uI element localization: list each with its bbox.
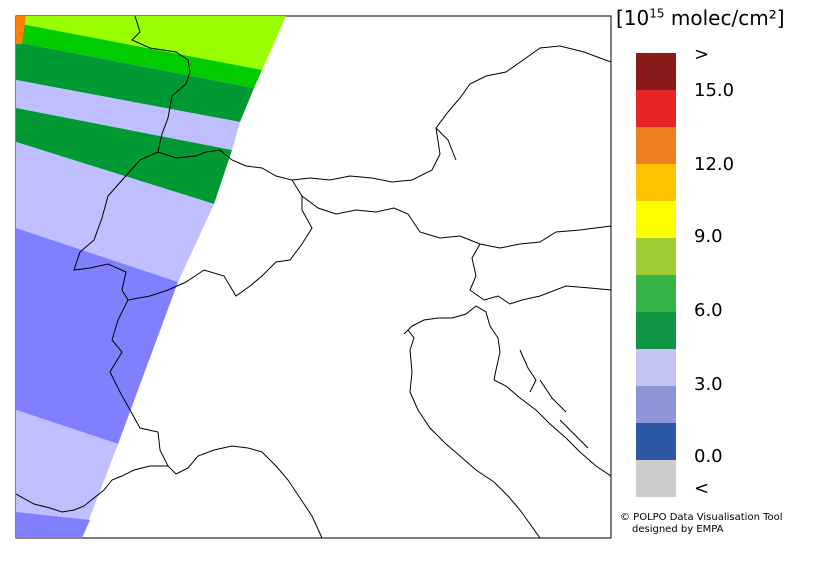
swath-band-lightblue-2 — [16, 142, 214, 282]
swath-pixel-orange — [16, 16, 26, 44]
country-borders — [16, 16, 611, 538]
legend-tick-12: 12.0 — [694, 154, 735, 175]
legend-tick-6: 6.0 — [694, 300, 723, 321]
legend-tick-3: 3.0 — [694, 374, 723, 395]
legend-swatch — [636, 90, 676, 127]
legend-swatch — [636, 423, 676, 460]
swath-band-darkgreen-1 — [16, 42, 254, 122]
legend-tick-gt: > — [694, 44, 710, 65]
legend-tick-lt: < — [694, 478, 710, 499]
legend-swatch — [636, 275, 676, 312]
swath-band-darkgreen-2 — [16, 108, 232, 204]
legend-swatch — [636, 53, 676, 90]
legend-swatch — [636, 349, 676, 386]
swath-band-lightblue-1 — [16, 80, 240, 150]
legend-swatch — [636, 201, 676, 238]
legend-swatch — [636, 127, 676, 164]
legend-swatch — [636, 312, 676, 349]
swath-band-yellowgreen — [16, 16, 286, 70]
legend-title: [1015 molec/cm²] — [616, 6, 785, 30]
credit-line-1: © POLPO Data Visualisation Tool — [620, 512, 783, 523]
legend-swatch — [636, 460, 676, 497]
legend-swatch — [636, 164, 676, 201]
legend-tick-0: 0.0 — [694, 446, 723, 467]
legend-tick-9: 9.0 — [694, 226, 723, 247]
legend-swatch — [636, 386, 676, 423]
credit-line-2: designed by EMPA — [632, 524, 724, 535]
legend-swatch — [636, 238, 676, 275]
swath-band-green-top — [16, 23, 262, 88]
swath-band-blue — [16, 228, 178, 444]
swath-band-blue-bottom — [16, 512, 90, 538]
legend-tick-15: 15.0 — [694, 80, 735, 101]
